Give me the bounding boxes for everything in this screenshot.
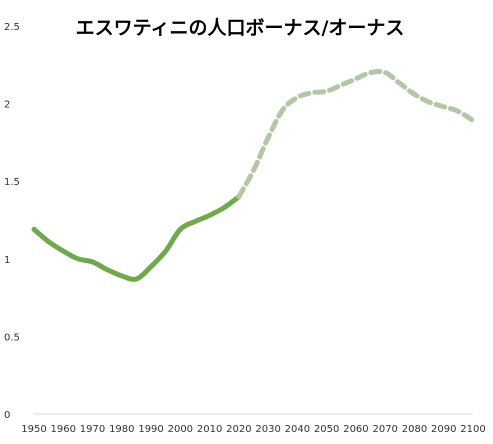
- projected-series-line: [236, 68, 476, 200]
- x-tick-label: 1970: [80, 424, 105, 435]
- x-tick-label: 2100: [460, 424, 485, 435]
- x-tick-label: 2060: [343, 424, 368, 435]
- y-tick-label: 1: [4, 255, 10, 266]
- x-tick-label: 2000: [168, 424, 193, 435]
- y-tick-label: 1.5: [4, 177, 20, 188]
- y-tick-label: 2.5: [4, 22, 20, 33]
- x-tick-label: 2050: [314, 424, 339, 435]
- x-tick-label: 1950: [21, 424, 46, 435]
- x-tick-label: 2020: [226, 424, 251, 435]
- series-layer: [31, 68, 476, 282]
- axes: 1950 1960 1970 1980 1990 2000 2010 2020 2030 2040…: [4, 22, 486, 435]
- x-tick-label: 2070: [372, 424, 397, 435]
- x-tick-label: 2040: [285, 424, 310, 435]
- y-tick-label: 0.5: [4, 332, 20, 343]
- y-tick-label: 2: [4, 100, 10, 111]
- x-tick-label: 2030: [255, 424, 280, 435]
- x-tick-label: 1990: [138, 424, 163, 435]
- historical-series-line: [31, 194, 242, 282]
- x-tick-label: 2010: [197, 424, 222, 435]
- x-tick-label: 2080: [402, 424, 427, 435]
- y-tick-label: 0: [4, 410, 10, 421]
- x-tick-label: 1960: [51, 424, 76, 435]
- x-tick-label: 1980: [109, 424, 134, 435]
- x-tick-label: 2090: [431, 424, 456, 435]
- chart-title: エスワティニの人口ボーナス/オーナス: [76, 17, 405, 39]
